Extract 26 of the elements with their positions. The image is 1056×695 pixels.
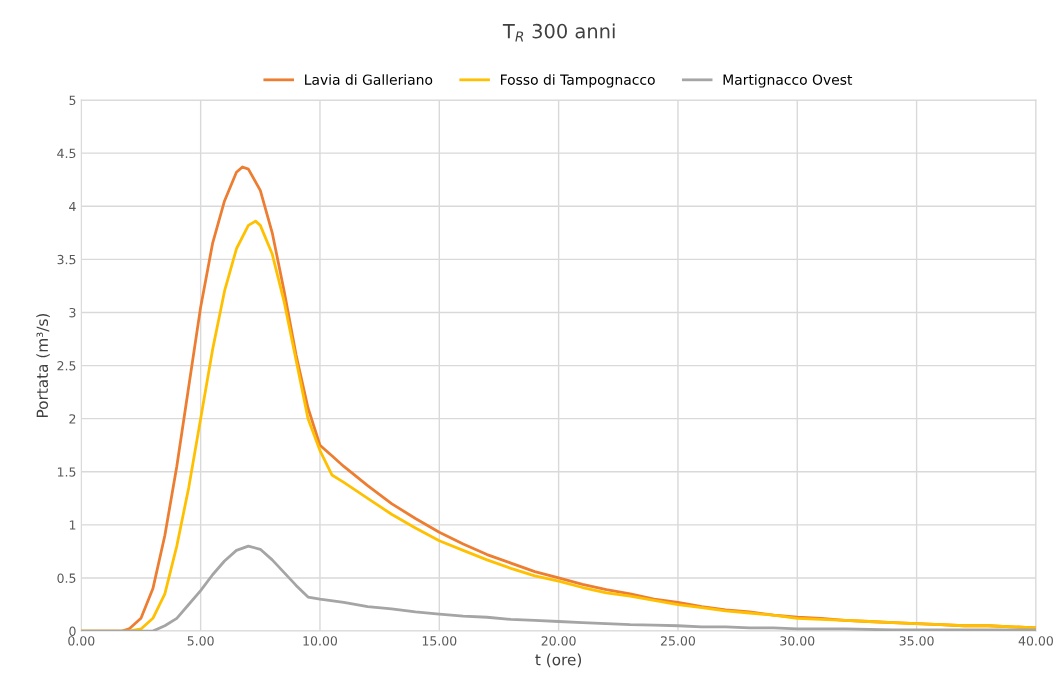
y-tick-label: 1.5 bbox=[57, 467, 76, 477]
y-tick-label: 4.5 bbox=[57, 148, 76, 159]
y-axis-title: Portata (m³/s) bbox=[36, 313, 50, 418]
x-tick-label: 25.00 bbox=[660, 636, 696, 646]
y-tick-label: 3 bbox=[69, 307, 76, 318]
x-axis-title: t (ore) bbox=[535, 653, 582, 668]
chart-title: T$_{R}$ 300 anni bbox=[502, 23, 615, 42]
x-tick-label: 40.00 bbox=[1018, 636, 1053, 646]
y-tick-label: 2 bbox=[69, 414, 76, 424]
y-tick-label: 5 bbox=[69, 95, 76, 106]
x-tick-label: 10.00 bbox=[303, 636, 338, 646]
legend-label: Fosso di Tampognacco bbox=[501, 74, 655, 88]
x-tick-label: 30.00 bbox=[780, 636, 815, 646]
x-tick-label: 35.00 bbox=[899, 636, 934, 646]
y-tick-label: 0 bbox=[69, 626, 76, 636]
x-tick-label: 20.00 bbox=[541, 636, 576, 646]
y-tick-label: 4 bbox=[69, 201, 76, 212]
legend-label: Martignacco Ovest bbox=[723, 74, 853, 88]
x-tick-label: 0.00 bbox=[68, 636, 95, 646]
legend-label: Lavia di Galleriano bbox=[305, 74, 433, 85]
x-tick-label: 15.00 bbox=[422, 636, 457, 646]
y-tick-label: 1 bbox=[69, 520, 76, 530]
y-tick-label: 2.5 bbox=[57, 361, 76, 371]
y-tick-label: 0.5 bbox=[57, 573, 76, 583]
x-tick-label: 5.00 bbox=[187, 636, 214, 646]
y-tick-label: 3.5 bbox=[57, 254, 76, 265]
